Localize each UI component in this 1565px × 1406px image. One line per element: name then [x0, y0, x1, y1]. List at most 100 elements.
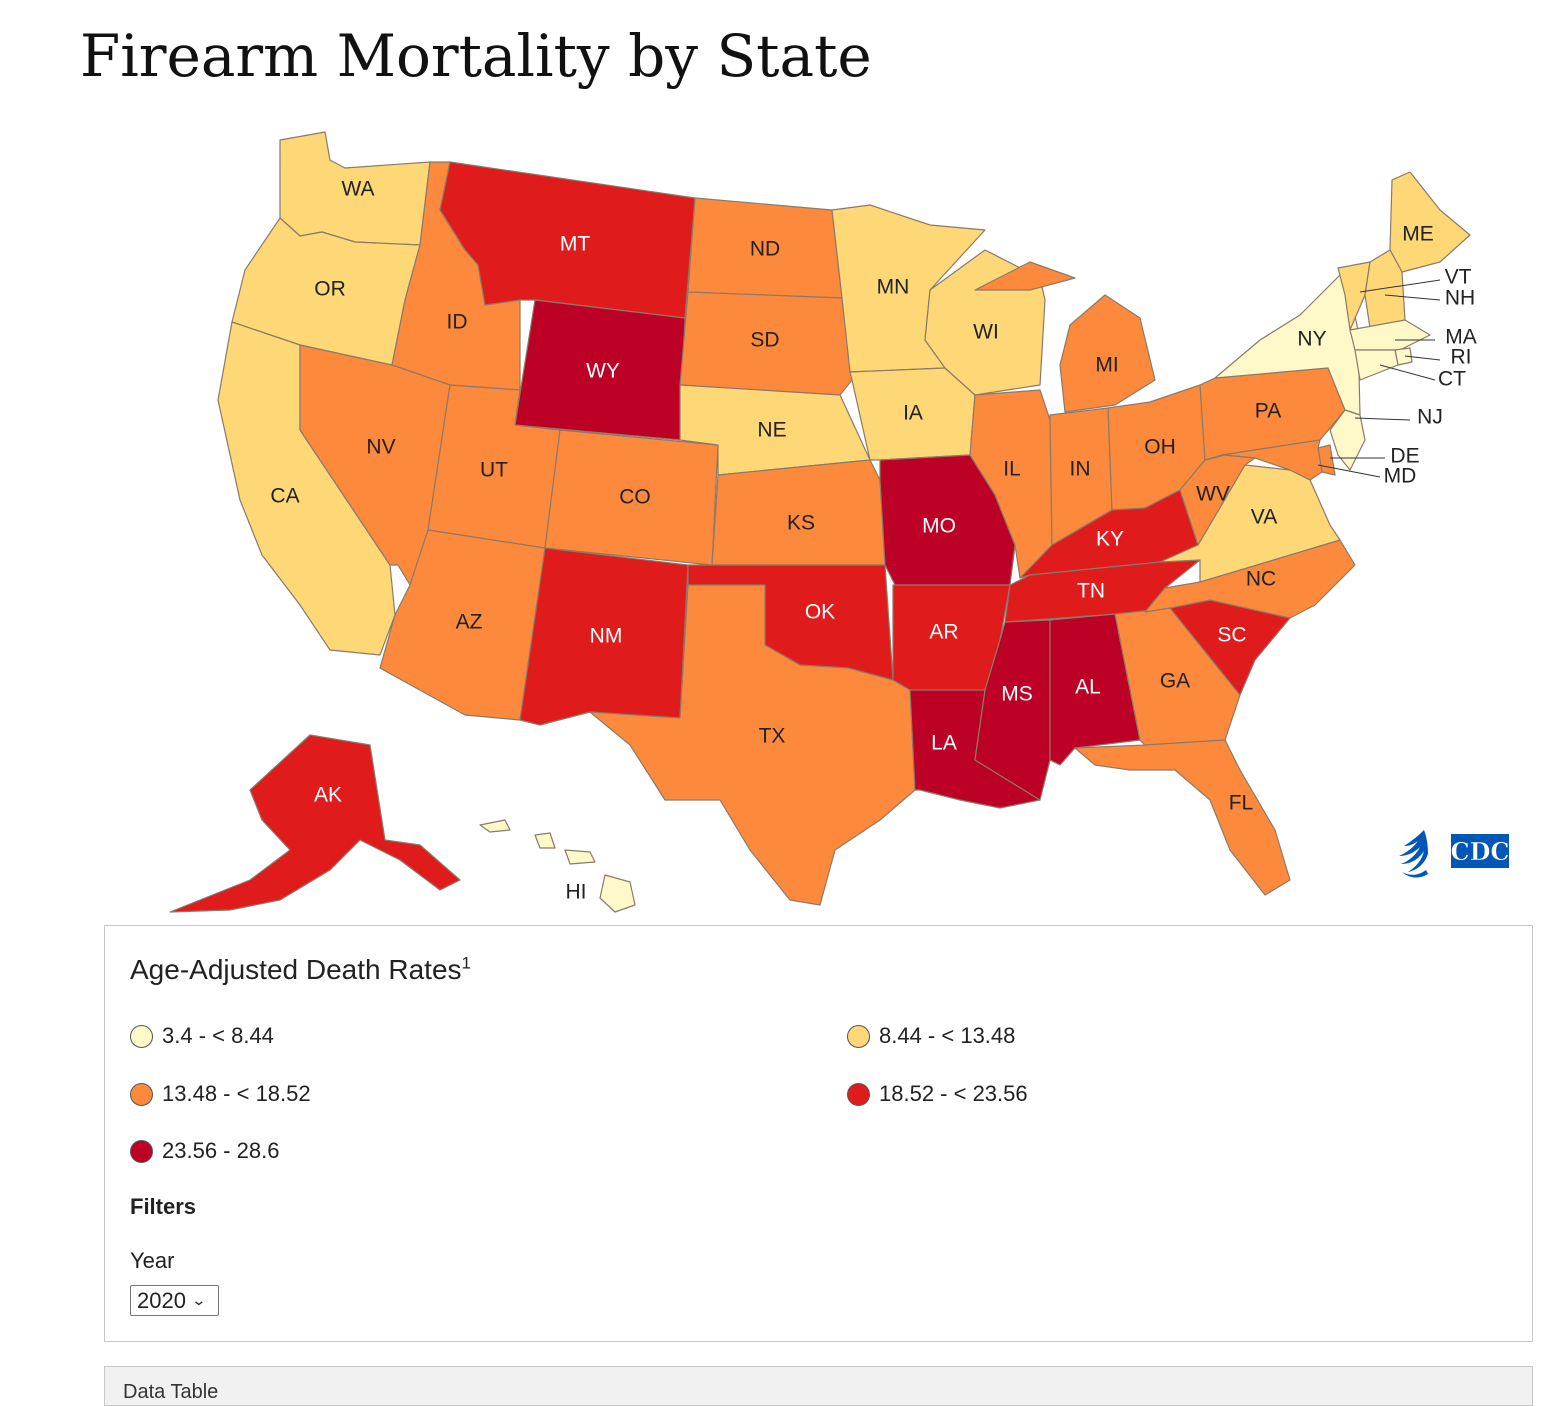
cdc-logo: CDC [1399, 830, 1510, 878]
chevron-down-icon: ⌄ [191, 1292, 207, 1308]
state-label: MS [1001, 683, 1033, 706]
state-label: MN [877, 276, 910, 299]
filters-heading: Filters [130, 1194, 197, 1219]
state-leader-line [1354, 417, 1411, 421]
state-fl[interactable] [1074, 739, 1291, 896]
state-ak[interactable] [169, 734, 461, 913]
legend-swatch [130, 1082, 153, 1106]
state-label: NC [1246, 568, 1276, 591]
legend-label: 23.56 - 28.6 [162, 1138, 280, 1163]
legend-label: 13.48 - < 18.52 [162, 1081, 311, 1106]
state-label: KY [1096, 528, 1124, 551]
legend-item: 23.56 - 28.6 [130, 1138, 279, 1164]
state-leader-line [1384, 294, 1441, 301]
page-title: Firearm Mortality by State [80, 22, 872, 90]
legend-label: 3.4 - < 8.44 [162, 1023, 274, 1048]
legend-panel: Age-Adjusted Death Rates1 3.4 - < 8.44 8… [104, 925, 1533, 1342]
state-label: AZ [456, 611, 483, 634]
state-label: OK [805, 601, 835, 624]
state-ct[interactable] [1354, 349, 1399, 381]
state-label: ME [1402, 223, 1434, 246]
legend-swatch [847, 1024, 870, 1048]
state-mi[interactable] [974, 261, 1156, 413]
cdc-logo-box [1451, 834, 1509, 868]
state-label: MO [922, 515, 956, 538]
legend-label: 18.52 - < 23.56 [879, 1081, 1028, 1106]
hhs-eagle-icon [1399, 830, 1428, 878]
year-select[interactable]: 2020 ⌄ [130, 1285, 219, 1316]
legend-title: Age-Adjusted Death Rates1 [130, 954, 471, 986]
state-label: MT [560, 233, 590, 256]
legend-item: 18.52 - < 23.56 [847, 1081, 1028, 1107]
state-label: IL [1003, 458, 1021, 481]
state-leader-line [1404, 355, 1441, 361]
legend-label: 8.44 - < 13.48 [879, 1023, 1016, 1048]
state-label: WY [586, 360, 620, 383]
state-nj[interactable] [1329, 409, 1366, 471]
state-tx[interactable] [589, 584, 916, 906]
state-label: TX [759, 725, 786, 748]
state-label: MI [1095, 354, 1118, 377]
legend-item: 13.48 - < 18.52 [130, 1081, 311, 1107]
state-hi[interactable] [479, 819, 636, 913]
state-label: HI [566, 881, 587, 904]
state-label: AK [314, 784, 342, 807]
state-label: WV [1196, 483, 1230, 506]
state-label: ID [447, 311, 468, 334]
state-label: RI [1451, 346, 1472, 369]
cdc-logo-text: CDC [1450, 837, 1509, 866]
state-vt[interactable] [1337, 261, 1371, 331]
state-label: AR [929, 621, 958, 644]
state-label: VA [1251, 506, 1277, 529]
legend-item: 3.4 - < 8.44 [130, 1023, 274, 1049]
state-label: CO [619, 486, 651, 509]
state-label: CT [1438, 368, 1466, 391]
state-label: PA [1255, 400, 1281, 423]
data-table-toggle[interactable]: Data Table [104, 1366, 1533, 1406]
legend-swatch [130, 1139, 153, 1163]
state-label: MA [1445, 326, 1477, 349]
state-label: FL [1229, 792, 1254, 815]
state-label: LA [931, 732, 957, 755]
legend-item: 8.44 - < 13.48 [847, 1023, 1015, 1049]
state-label: SC [1217, 624, 1246, 647]
legend-title-text: Age-Adjusted Death Rates [130, 954, 462, 985]
state-label: NE [757, 419, 786, 442]
state-label: WI [973, 321, 999, 344]
year-filter-label: Year [130, 1248, 175, 1273]
us-choropleth-map: WA OR CA ID NV MT WY UT AZ CO NM ND SD NE KS OK TX MN IA MO… [169, 131, 1477, 913]
state-nc[interactable] [1144, 539, 1356, 619]
state-label: IA [903, 402, 923, 425]
state-label: TN [1077, 580, 1105, 603]
state-label: GA [1160, 670, 1190, 693]
state-label: CA [270, 485, 299, 508]
state-label: NJ [1417, 406, 1443, 429]
year-select-value: 2020 [137, 1287, 186, 1313]
state-label: SD [750, 329, 779, 352]
state-label: NM [590, 625, 623, 648]
state-ma[interactable] [1349, 319, 1431, 351]
state-label: NH [1445, 287, 1475, 310]
state-label: WA [341, 178, 374, 201]
state-md[interactable] [1221, 439, 1323, 481]
state-label: OH [1144, 436, 1176, 459]
state-label: NY [1297, 328, 1326, 351]
state-label: KS [787, 512, 815, 535]
state-label: UT [480, 459, 508, 482]
state-label: AL [1075, 676, 1101, 699]
legend-swatch [130, 1024, 153, 1048]
state-leader-line [1317, 464, 1381, 478]
state-label: MD [1384, 465, 1417, 488]
state-label: DE [1390, 445, 1419, 468]
state-leader-line [1379, 364, 1436, 381]
state-label: NV [366, 436, 395, 459]
legend-footnote: 1 [461, 953, 471, 973]
state-label: VT [1445, 266, 1472, 289]
data-table-label: Data Table [123, 1381, 219, 1403]
legend-swatch [847, 1082, 870, 1106]
state-sd[interactable] [679, 291, 853, 396]
state-leader-line [1359, 279, 1441, 293]
state-label: IN [1070, 458, 1091, 481]
state-label: ND [750, 238, 780, 261]
state-tn[interactable] [1004, 559, 1201, 623]
